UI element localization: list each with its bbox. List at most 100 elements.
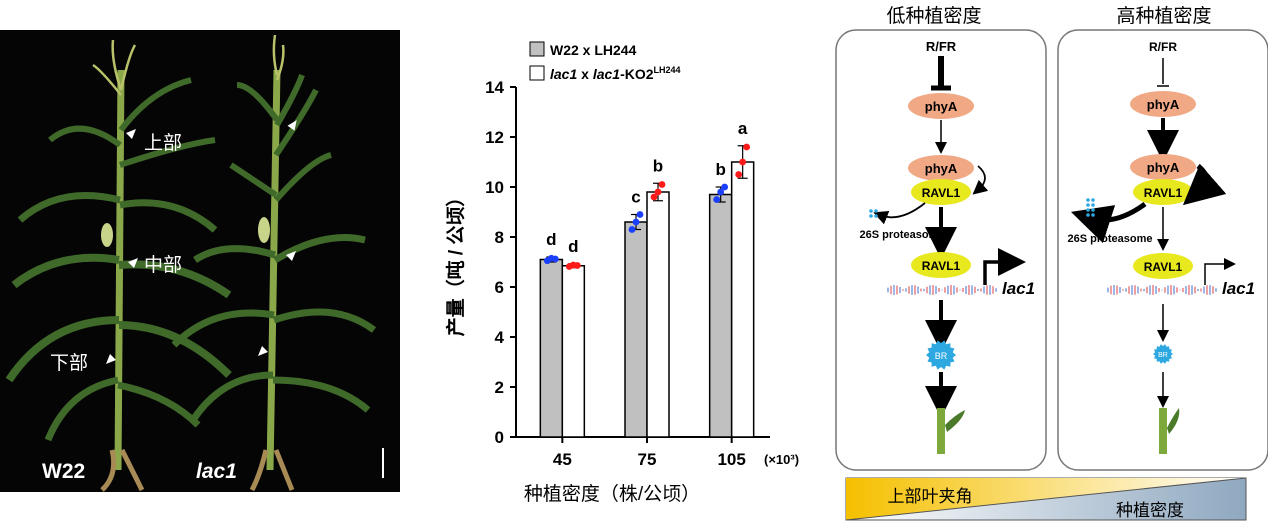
y-tick-label: 10: [485, 178, 504, 197]
y-tick-label: 0: [495, 428, 504, 447]
br-icon-high: BR: [1153, 344, 1173, 364]
legend-label-w22: W22 x LH244: [550, 42, 637, 58]
svg-text:phyA: phyA: [1147, 97, 1180, 112]
svg-text:RAVL1: RAVL1: [1144, 260, 1183, 274]
svg-text:RAVL1: RAVL1: [1144, 186, 1183, 200]
svg-text:phyA: phyA: [925, 161, 958, 176]
data-point: [735, 171, 743, 178]
ravl1-low-2: [911, 252, 971, 278]
plant-name-w22: W22: [42, 460, 86, 483]
pointer-arrows: [106, 120, 297, 364]
x-tick-label: 45: [553, 450, 572, 469]
gene-label-low: lac1: [1002, 279, 1035, 298]
label-middle: 中部: [144, 254, 183, 276]
bar: [730, 161, 755, 438]
dna-high-icon: [1107, 285, 1217, 295]
pathway-diagram: 低种植密度 高种植密度 R/FR phyA phyA RAVL1 26S pro…: [830, 0, 1268, 524]
leaf-angle-icon-low: [937, 408, 965, 454]
density-gradient-bar: 上部叶夹角 种植密度: [845, 477, 1247, 521]
upper-leaf-angle-label: 上部叶夹角: [888, 487, 973, 506]
data-point: [636, 211, 644, 218]
arrow-icon-upper-left: [126, 129, 136, 139]
bar: [708, 193, 733, 438]
label-upper: 上部: [144, 132, 183, 154]
arrow-icon-lower-left: [106, 354, 116, 364]
svg-text:RAVL1: RAVL1: [922, 259, 961, 273]
high-density-panel: R/FR phyA phyA RAVL1 26S proteasome RAVL…: [1057, 29, 1268, 471]
y-tick-label: 2: [495, 378, 504, 397]
phya-low-2: [908, 155, 974, 181]
dna-low-icon: [887, 285, 997, 295]
scale-bar: [382, 448, 384, 478]
chart-svg: W22 x LH244 lac1 x lac1-KO2LH244 0 2 4 6 8 10…: [444, 41, 799, 505]
svg-text:phyA: phyA: [925, 99, 958, 114]
ravl1-low-1: [911, 179, 971, 205]
y-tick-label: 14: [485, 78, 504, 97]
y-axis-title: 产量（吨 / 公顷）: [444, 188, 467, 337]
ravl1-high-2: [1133, 253, 1193, 279]
x-unit-label: (×10³): [764, 452, 799, 467]
rfr-label-high: R/FR: [1149, 40, 1177, 54]
x-tick-label: 105: [717, 450, 745, 469]
significance-letter: b: [653, 156, 663, 175]
degradation-dots-low: [869, 209, 878, 218]
significance-letter: d: [568, 237, 578, 256]
data-point: [654, 188, 662, 196]
bar: [539, 258, 564, 438]
y-tick-label: 6: [495, 278, 504, 297]
data-point: [721, 183, 729, 191]
significance-letter: d: [546, 230, 556, 249]
data-point: [739, 158, 747, 166]
x-tick-label: 75: [638, 450, 657, 469]
degradation-dots-high: [1086, 198, 1095, 217]
legend-label-lac1: lac1 x lac1-KO2LH244: [550, 65, 681, 82]
data-point: [573, 262, 581, 269]
arrow-icon-upper-right: [287, 120, 297, 131]
high-density-title: 高种植密度: [1116, 5, 1211, 27]
data-point: [650, 193, 658, 201]
yield-bar-chart: W22 x LH244 lac1 x lac1-KO2LH244 0 2 4 6 8 10…: [420, 30, 820, 510]
x-axis-title: 种植密度（株/公顷）: [524, 483, 700, 505]
gene-label-high: lac1: [1222, 279, 1255, 298]
planting-density-label: 种植密度: [1116, 501, 1184, 520]
data-point: [632, 218, 640, 226]
proteasome-label-high: 26S proteasome: [1068, 233, 1153, 245]
lac1-plant: [171, 34, 377, 492]
proteasome-label-low: 26S proteasome: [860, 229, 945, 241]
phya-high-2: [1130, 154, 1196, 180]
low-density-title: 低种植密度: [886, 5, 981, 27]
arrow-icon-middle-left: [128, 258, 138, 268]
data-point: [743, 143, 751, 151]
low-density-panel: R/FR phyA phyA RAVL1 26S proteasome RAVL…: [835, 29, 1047, 471]
significance-letter: b: [715, 160, 725, 179]
legend-swatch-w22: [529, 41, 545, 57]
significance-letter: a: [738, 119, 748, 138]
arrow-icon-lower-right: [258, 346, 268, 356]
svg-text:BR: BR: [1158, 352, 1168, 359]
br-icon-low: BR: [926, 340, 956, 370]
data-point: [658, 181, 666, 188]
y-tick-label: 12: [485, 128, 504, 147]
svg-text:phyA: phyA: [1147, 160, 1180, 175]
phya-low-1: [908, 93, 974, 119]
ravl1-high-1: [1133, 179, 1193, 205]
svg-text:RAVL1: RAVL1: [922, 186, 961, 200]
bar: [646, 191, 670, 438]
data-point: [551, 255, 559, 263]
arrow-icon-middle-right: [286, 251, 296, 261]
rfr-label-low: R/FR: [926, 39, 957, 54]
bar: [561, 265, 586, 438]
y-tick-label: 4: [495, 328, 505, 347]
phya-high-1: [1130, 91, 1196, 117]
w22-plant: [5, 39, 232, 492]
leaf-angle-icon-high: [1159, 408, 1180, 454]
legend: W22 x LH244 lac1 x lac1-KO2LH244: [529, 41, 681, 82]
svg-text:BR: BR: [935, 351, 948, 361]
pathway-svg: 低种植密度 高种植密度 R/FR phyA phyA RAVL1 26S pro…: [835, 5, 1268, 521]
data-point: [717, 188, 725, 196]
label-lower: 下部: [50, 352, 89, 374]
significance-letter: c: [631, 188, 640, 207]
plant-name-lac1: lac1: [196, 460, 237, 483]
data-point: [713, 196, 721, 203]
data-point: [628, 226, 636, 233]
